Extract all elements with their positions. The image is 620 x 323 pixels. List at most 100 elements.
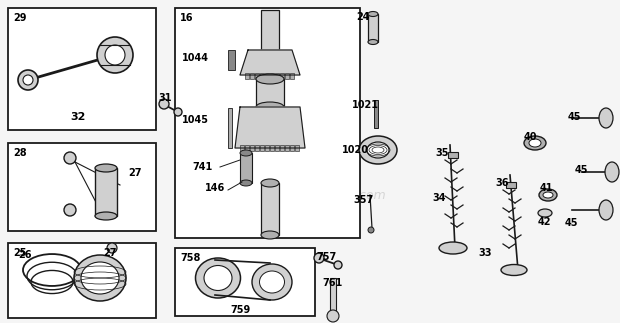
Text: 757: 757 <box>316 252 336 262</box>
Bar <box>256 79 284 107</box>
Circle shape <box>368 227 374 233</box>
Bar <box>290 145 294 151</box>
Circle shape <box>327 310 339 322</box>
Ellipse shape <box>256 102 284 112</box>
Text: eReplacementParts.com: eReplacementParts.com <box>234 189 386 202</box>
Bar <box>175 8 360 238</box>
Ellipse shape <box>74 255 126 301</box>
Text: 35: 35 <box>435 148 448 158</box>
Ellipse shape <box>367 142 389 158</box>
Circle shape <box>314 253 324 263</box>
Circle shape <box>23 75 33 85</box>
Ellipse shape <box>368 12 378 16</box>
Bar <box>275 73 279 79</box>
Text: 41: 41 <box>540 183 554 193</box>
Bar <box>270 73 274 79</box>
Circle shape <box>105 45 125 65</box>
Text: 42: 42 <box>538 217 552 227</box>
Bar <box>245 73 249 79</box>
Circle shape <box>18 70 38 90</box>
Bar <box>290 73 294 79</box>
Text: 31: 31 <box>158 93 172 103</box>
Polygon shape <box>235 107 305 148</box>
Bar <box>175 248 315 316</box>
Text: 759: 759 <box>230 305 250 315</box>
Bar <box>330 278 336 316</box>
Text: 29: 29 <box>13 13 27 23</box>
Text: 27: 27 <box>103 248 117 258</box>
Bar <box>280 145 284 151</box>
Ellipse shape <box>543 192 553 198</box>
Bar <box>295 145 299 151</box>
Bar <box>255 145 259 151</box>
Bar <box>8 243 156 318</box>
Ellipse shape <box>240 180 252 186</box>
Bar <box>285 73 289 79</box>
Text: 33: 33 <box>478 248 492 258</box>
Text: 36: 36 <box>495 178 508 188</box>
Bar <box>260 73 264 79</box>
Ellipse shape <box>599 108 613 128</box>
Ellipse shape <box>95 164 117 172</box>
Text: 1044: 1044 <box>182 53 209 63</box>
Ellipse shape <box>195 258 241 298</box>
Ellipse shape <box>538 209 552 217</box>
Text: 1045: 1045 <box>182 115 209 125</box>
Text: 357: 357 <box>353 195 373 205</box>
Ellipse shape <box>439 242 467 254</box>
Text: 146: 146 <box>205 183 225 193</box>
Ellipse shape <box>605 162 619 182</box>
Ellipse shape <box>261 231 279 239</box>
Ellipse shape <box>95 212 117 220</box>
Text: 741: 741 <box>192 162 212 172</box>
Bar <box>265 145 269 151</box>
Circle shape <box>64 152 76 164</box>
Ellipse shape <box>501 265 527 276</box>
Ellipse shape <box>524 136 546 150</box>
Ellipse shape <box>260 271 285 293</box>
Bar <box>250 73 254 79</box>
Bar <box>280 73 284 79</box>
Ellipse shape <box>368 39 378 45</box>
Bar <box>250 145 254 151</box>
Ellipse shape <box>81 262 119 294</box>
Ellipse shape <box>261 179 279 187</box>
Bar <box>261 10 279 50</box>
Bar <box>240 153 252 183</box>
Circle shape <box>64 204 76 216</box>
Circle shape <box>159 99 169 109</box>
Bar <box>8 8 156 130</box>
Text: 25: 25 <box>13 248 27 258</box>
Text: 32: 32 <box>70 112 86 122</box>
Text: 45: 45 <box>568 112 582 122</box>
Text: 1020: 1020 <box>342 145 369 155</box>
Bar <box>506 182 516 188</box>
Bar <box>285 145 289 151</box>
Bar <box>265 73 269 79</box>
Text: 28: 28 <box>13 148 27 158</box>
Bar <box>240 145 244 151</box>
Text: 34: 34 <box>432 193 446 203</box>
Bar <box>260 145 264 151</box>
Ellipse shape <box>240 150 252 156</box>
Circle shape <box>334 261 342 269</box>
Text: 761: 761 <box>322 278 342 288</box>
Ellipse shape <box>252 264 292 300</box>
Bar <box>228 50 235 70</box>
Bar <box>270 145 274 151</box>
Text: 27: 27 <box>128 168 141 178</box>
Text: 45: 45 <box>575 165 588 175</box>
Ellipse shape <box>529 139 541 147</box>
Text: 1021: 1021 <box>352 100 379 110</box>
Polygon shape <box>240 50 300 75</box>
Text: 16: 16 <box>180 13 193 23</box>
Ellipse shape <box>359 136 397 164</box>
Bar <box>245 145 249 151</box>
Text: 26: 26 <box>18 250 32 260</box>
Text: 45: 45 <box>565 218 578 228</box>
Bar <box>8 143 156 231</box>
Bar <box>261 183 279 235</box>
Ellipse shape <box>599 200 613 220</box>
Bar <box>275 145 279 151</box>
Circle shape <box>97 37 133 73</box>
